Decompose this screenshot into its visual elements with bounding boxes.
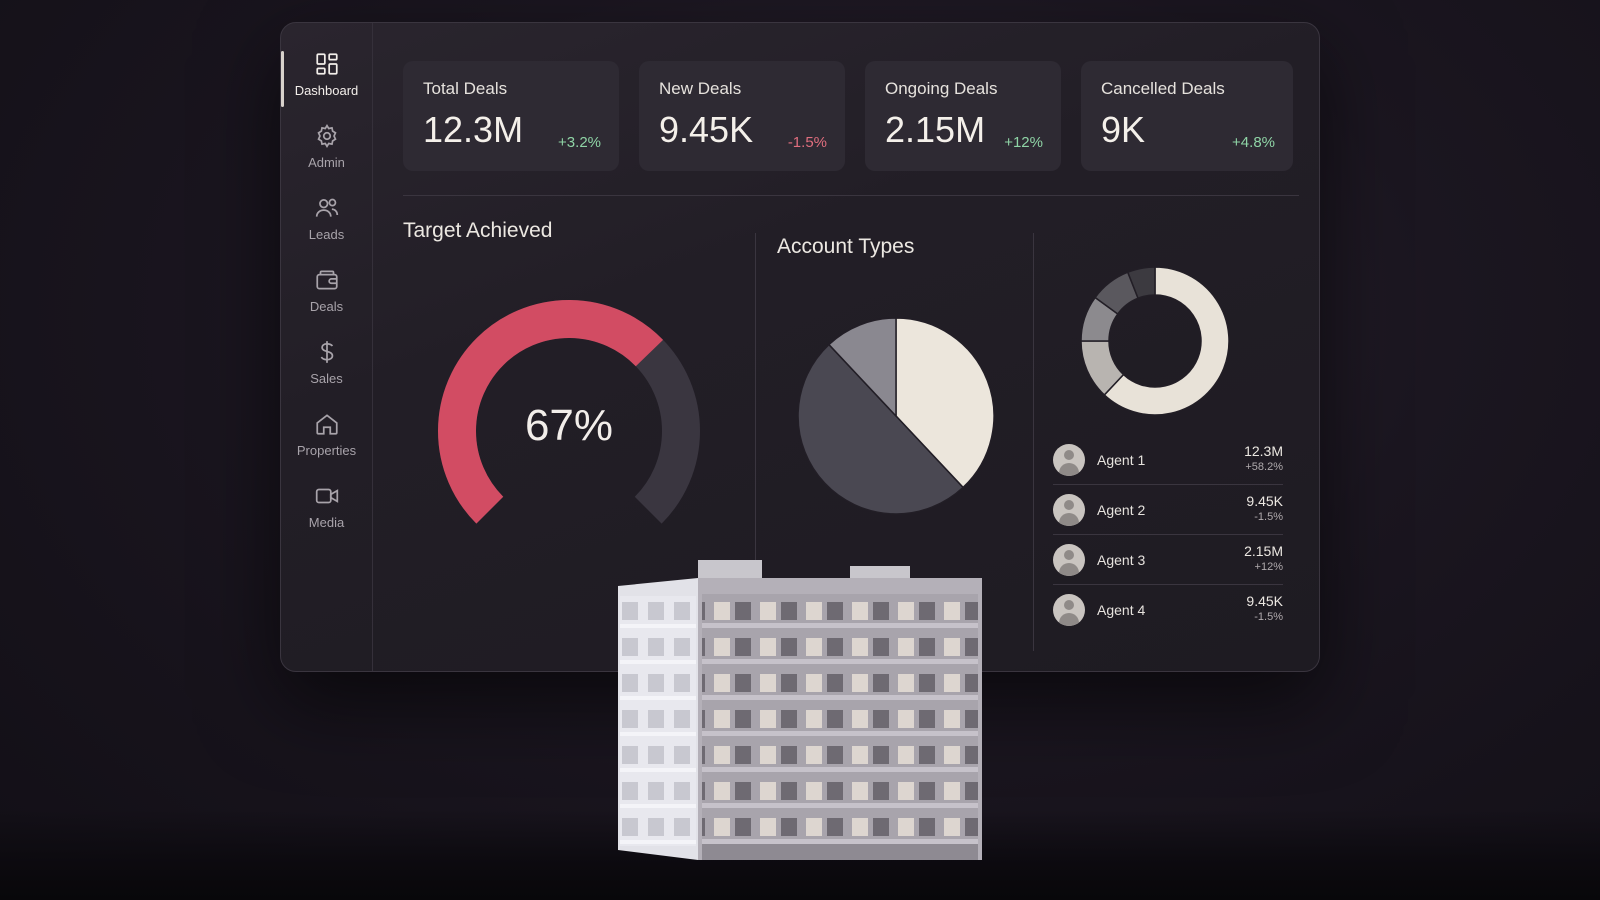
list-item[interactable]: Agent 4 9.45K -1.5% xyxy=(1053,585,1283,635)
agent-change: +58.2% xyxy=(1245,461,1283,473)
donut-slice-5 xyxy=(1126,266,1156,300)
kpi-card-cancelled-deals[interactable]: Cancelled Deals 9K +4.8% xyxy=(1081,61,1293,171)
agent-values: 2.15M +12% xyxy=(1244,543,1283,573)
agent-amount: 9.45K xyxy=(1246,493,1283,509)
gauge-value: 67% xyxy=(524,401,614,450)
avatar xyxy=(1053,594,1085,626)
sidebar-item-leads[interactable]: Leads xyxy=(281,195,372,267)
home-icon xyxy=(315,414,338,435)
target-gauge: 67% xyxy=(421,291,717,541)
kpi-change: -1.5% xyxy=(787,134,827,151)
divider xyxy=(755,233,756,651)
gear-icon xyxy=(316,124,337,148)
kpi-card-new-deals[interactable]: New Deals 9.45K -1.5% xyxy=(639,61,845,171)
kpi-value: 9K xyxy=(1101,109,1146,150)
pie-slice-3 xyxy=(827,317,897,418)
sidebar-item-label: Admin xyxy=(308,155,345,170)
main-content: Total Deals 12.3M +3.2% New Deals 9.45K … xyxy=(373,23,1319,671)
kpi-title: New Deals xyxy=(659,79,742,98)
kpi-title: Cancelled Deals xyxy=(1101,79,1225,98)
kpi-value: 9.45K xyxy=(659,109,754,150)
agents-donut xyxy=(1075,261,1235,421)
sidebar-item-dashboard[interactable]: Dashboard xyxy=(281,51,372,123)
agent-amount: 2.15M xyxy=(1244,543,1283,559)
agent-name: Agent 2 xyxy=(1097,501,1146,518)
agent-list: Agent 1 12.3M +58.2% Agent 2 9.45K -1.5%… xyxy=(1053,435,1283,635)
divider xyxy=(403,195,1299,196)
section-title-account-types: Account Types xyxy=(777,235,915,258)
sidebar-item-label: Properties xyxy=(296,443,357,458)
pie-slice-1 xyxy=(895,317,995,489)
kpi-change: +4.8% xyxy=(1232,134,1275,151)
list-item[interactable]: Agent 2 9.45K -1.5% xyxy=(1053,485,1283,535)
sidebar-item-admin[interactable]: Admin xyxy=(281,123,372,195)
kpi-card-total-deals[interactable]: Total Deals 12.3M +3.2% xyxy=(403,61,619,171)
sidebar-item-label: Leads xyxy=(308,227,345,242)
kpi-change: +3.2% xyxy=(558,134,601,151)
list-item[interactable]: Agent 3 2.15M +12% xyxy=(1053,535,1283,585)
pie-slice-2 xyxy=(797,343,965,515)
sidebar-item-label: Deals xyxy=(309,299,344,314)
sidebar-item-label: Media xyxy=(308,515,345,530)
sidebar: Dashboard Admin Leads Deals xyxy=(281,23,373,671)
avatar xyxy=(1053,443,1085,476)
sidebar-item-media[interactable]: Media xyxy=(281,483,372,555)
agent-name: Agent 3 xyxy=(1097,551,1146,568)
kpi-title: Ongoing Deals xyxy=(885,79,998,98)
dollar-icon xyxy=(320,341,333,363)
video-icon xyxy=(315,488,338,504)
sidebar-item-label: Sales xyxy=(310,371,343,386)
list-item[interactable]: Agent 1 12.3M +58.2% xyxy=(1053,435,1283,485)
agent-amount: 9.45K xyxy=(1246,593,1283,609)
wallet-icon xyxy=(315,270,338,290)
agent-change: +12% xyxy=(1254,561,1283,573)
agent-change: -1.5% xyxy=(1254,511,1283,523)
dashboard-icon xyxy=(315,53,338,75)
sidebar-item-properties[interactable]: Properties xyxy=(281,411,372,483)
agent-amount: 12.3M xyxy=(1244,443,1283,459)
avatar xyxy=(1053,543,1085,576)
sidebar-item-deals[interactable]: Deals xyxy=(281,267,372,339)
kpi-change: +12% xyxy=(1004,134,1043,151)
kpi-card-ongoing-deals[interactable]: Ongoing Deals 2.15M +12% xyxy=(865,61,1061,171)
section-title-target: Target Achieved xyxy=(403,219,553,242)
kpi-value: 2.15M xyxy=(885,109,986,150)
users-icon xyxy=(315,198,338,217)
dashboard-panel: Dashboard Admin Leads Deals xyxy=(280,22,1320,672)
divider xyxy=(1033,233,1034,651)
agent-values: 9.45K -1.5% xyxy=(1246,493,1283,523)
agent-change: -1.5% xyxy=(1254,611,1283,623)
sidebar-item-label: Dashboard xyxy=(294,83,359,98)
avatar xyxy=(1053,493,1085,526)
agent-values: 12.3M +58.2% xyxy=(1244,443,1283,473)
agent-name: Agent 1 xyxy=(1097,451,1146,468)
kpi-title: Total Deals xyxy=(423,79,508,98)
kpi-value: 12.3M xyxy=(423,109,524,150)
building-model xyxy=(618,560,982,860)
agent-values: 9.45K -1.5% xyxy=(1246,593,1283,623)
account-types-pie xyxy=(791,311,1001,521)
sidebar-item-sales[interactable]: Sales xyxy=(281,339,372,411)
gauge-fill xyxy=(438,300,664,524)
donut-slice-1 xyxy=(1103,266,1230,416)
agent-name: Agent 4 xyxy=(1097,602,1146,618)
